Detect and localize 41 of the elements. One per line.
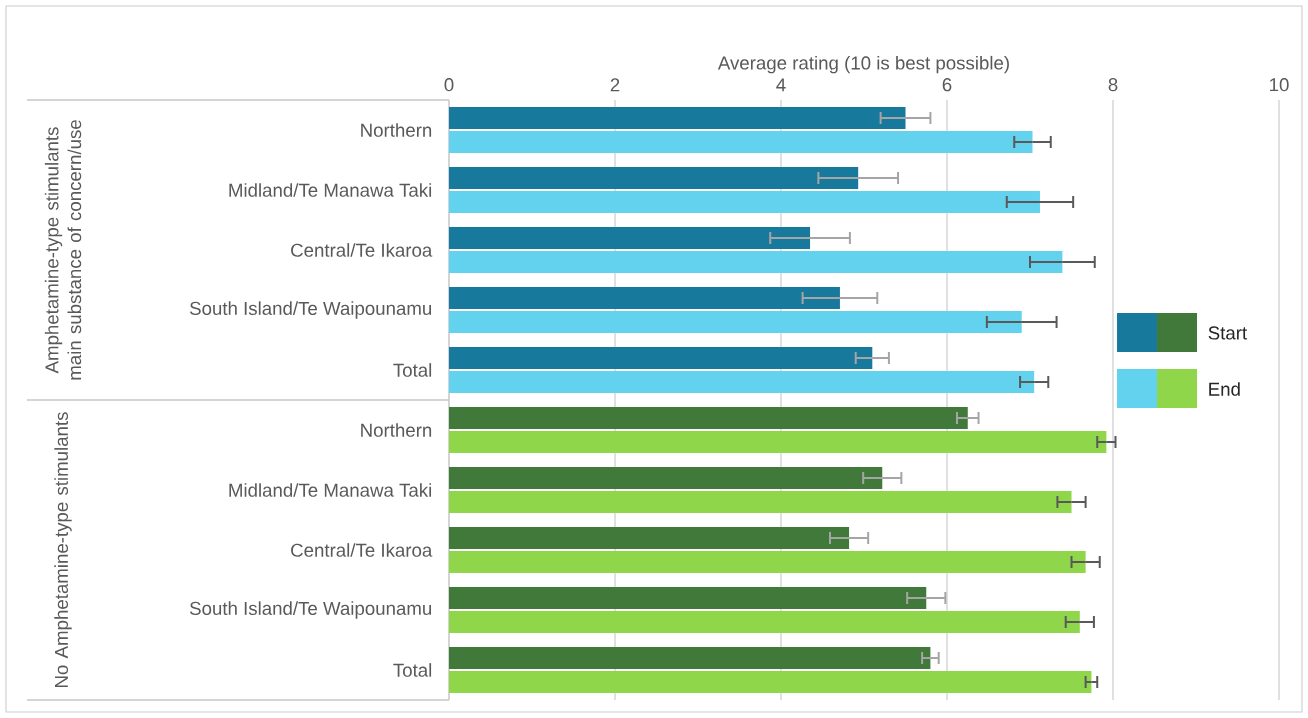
- y-tick-label: Northern: [361, 423, 432, 437]
- y-tick-label: Northern: [361, 123, 432, 137]
- y-tick-label: Central/Te Ikaroa: [291, 543, 433, 557]
- x-tick-label: 2: [610, 78, 620, 92]
- bar: [449, 106, 906, 130]
- x-tick-label: 6: [942, 78, 952, 92]
- bar: [449, 526, 850, 550]
- bar: [449, 406, 968, 430]
- bar: [449, 430, 1107, 454]
- x-tick-label: 0: [444, 78, 454, 92]
- y-tick-label: Total: [393, 363, 432, 377]
- bar: [449, 346, 873, 370]
- y-tick-label: Midland/Te Manawa Taki: [229, 483, 432, 497]
- bar: [449, 286, 840, 310]
- legend-label: End: [1209, 382, 1240, 396]
- bar: [449, 130, 1033, 154]
- bar: [449, 226, 811, 250]
- x-axis-title: Average rating (10 is best possible): [717, 55, 1009, 74]
- bar: [449, 190, 1040, 214]
- bar: [449, 310, 1022, 334]
- legend-label: Start: [1208, 326, 1248, 340]
- text: No Amphetamine-type stimulants: [54, 412, 72, 687]
- bar: [449, 166, 859, 190]
- bar: [449, 370, 1035, 394]
- y-tick-label: Midland/Te Manawa Taki: [229, 183, 432, 197]
- x-tick-label: 4: [776, 78, 786, 92]
- bar: [449, 250, 1063, 274]
- x-tick-label: 8: [1108, 78, 1118, 92]
- y-tick-label: South Island/Te Waipounamu: [189, 601, 432, 619]
- bar: [449, 670, 1092, 694]
- bar: [449, 490, 1072, 514]
- x-tick-label: 10: [1270, 78, 1289, 92]
- y-tick-label: South Island/Te Waipounamu: [189, 301, 432, 319]
- bar: [449, 586, 927, 610]
- bar: [449, 550, 1086, 574]
- y-tick-label: Total: [393, 663, 432, 677]
- y-tick-label: Central/Te Ikaroa: [291, 243, 433, 257]
- bar: [449, 610, 1080, 634]
- bar: [449, 646, 931, 670]
- bar: [449, 466, 883, 490]
- text: Amphetamine-type stimulants main substance of concern/use: [44, 120, 82, 380]
